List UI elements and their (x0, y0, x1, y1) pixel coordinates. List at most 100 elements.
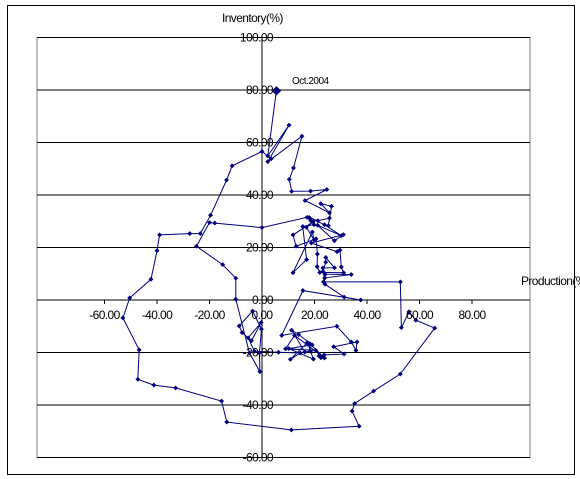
data-point (249, 308, 256, 314)
y-axis-title: Inventory(%) (222, 11, 283, 25)
data-point (311, 222, 317, 228)
data-point (187, 231, 193, 237)
data-point (326, 210, 333, 216)
data-point (246, 350, 252, 356)
data-point (154, 248, 160, 254)
data-point (371, 388, 377, 394)
data-point (268, 156, 274, 162)
data-point (296, 332, 302, 338)
data-point (309, 229, 315, 235)
data-point (413, 317, 419, 323)
data-point (289, 327, 295, 333)
data-point (331, 238, 338, 244)
data-point (286, 176, 292, 182)
annotation-label: Oct.2004 (292, 76, 330, 87)
data-point (239, 329, 245, 336)
data-point (323, 259, 329, 265)
data-point (348, 271, 354, 278)
data-point (322, 275, 328, 281)
data-point (331, 265, 338, 271)
data-point (356, 423, 362, 429)
data-point (233, 275, 239, 281)
data-point (151, 382, 157, 388)
data-point (302, 197, 308, 204)
data-point (353, 347, 359, 353)
data-point (397, 371, 403, 377)
y-tick-label: 100.00 (240, 31, 274, 45)
y-tick-label: 80.00 (246, 83, 274, 97)
data-point (316, 353, 322, 359)
data-point (406, 309, 412, 315)
series-line (122, 90, 436, 431)
y-tick-label: -60.00 (243, 451, 274, 465)
y-tick-label: -20.00 (243, 346, 274, 360)
data-point (290, 165, 297, 171)
data-point (291, 332, 298, 338)
data-point (334, 323, 340, 329)
data-point (257, 369, 263, 375)
data-point (236, 323, 242, 329)
data-point (293, 243, 299, 249)
x-tick-label: 80.00 (458, 308, 486, 322)
data-point (288, 427, 294, 433)
data-point (326, 215, 333, 221)
data-point (324, 186, 330, 193)
x-tick-label: 60.00 (406, 308, 434, 322)
data-point (397, 279, 403, 285)
data-point (135, 376, 141, 382)
data-point (289, 188, 295, 194)
grid-lines (36, 37, 531, 458)
data-point (308, 348, 314, 354)
data-point (320, 279, 326, 285)
data-point (287, 356, 293, 362)
data-point (307, 341, 313, 347)
data-point (337, 247, 343, 253)
data-point (348, 339, 354, 345)
data-point (258, 326, 265, 332)
data-point (283, 346, 289, 352)
data-point (127, 295, 133, 301)
data-point (352, 400, 358, 406)
data-point (321, 352, 327, 358)
data-point (197, 231, 203, 237)
data-point (207, 212, 214, 218)
data-point (321, 222, 328, 228)
chart-frame (7, 5, 575, 475)
data-point (219, 398, 225, 404)
data-point (220, 262, 226, 268)
data-point (224, 419, 230, 425)
data-point (398, 325, 404, 331)
data-point (358, 297, 364, 303)
data-point (290, 232, 296, 238)
data-point (310, 356, 317, 362)
data-point (314, 251, 320, 257)
x-axis-title: Production(%) (521, 274, 580, 288)
data-point (314, 264, 320, 270)
x-tick-label: -60.00 (89, 308, 120, 322)
data-point (286, 122, 292, 128)
data-point (349, 408, 355, 414)
data-point (258, 320, 264, 326)
data-point (206, 220, 213, 226)
data-point (256, 350, 262, 356)
data-point (325, 223, 331, 229)
data-point (308, 188, 314, 194)
data-point (265, 153, 271, 159)
data-point (251, 348, 257, 354)
tick-labels: -60.00 -40.00 -20.00 0.00 20.00 40.00 60.00 80.… (89, 31, 487, 465)
data-point (331, 344, 337, 350)
data-point (308, 217, 314, 224)
data-point (297, 350, 303, 356)
data-point (329, 203, 335, 209)
data-point (299, 133, 305, 139)
data-point (279, 332, 285, 338)
data-point (245, 335, 251, 341)
data-point (304, 257, 310, 263)
data-point (302, 349, 308, 355)
y-tick-label: 20.00 (246, 241, 274, 255)
data-point (340, 232, 346, 238)
data-point (248, 338, 255, 344)
data-point (338, 264, 344, 270)
data-point (308, 240, 314, 246)
